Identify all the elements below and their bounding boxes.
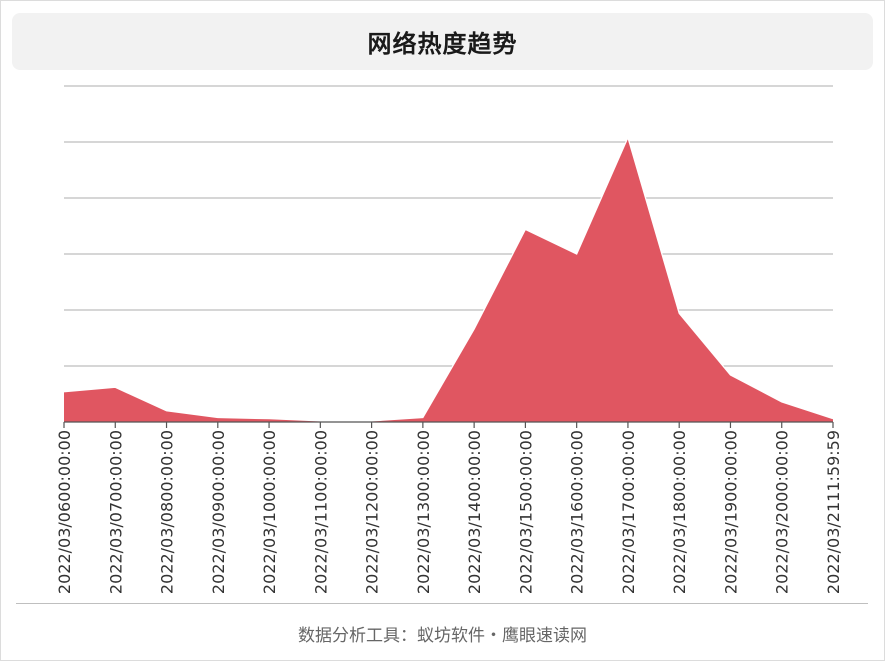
x-tick-label: 2022/03/1300:00:00 xyxy=(414,430,433,594)
gridlines xyxy=(64,85,833,367)
x-tick-label: 2022/03/1500:00:00 xyxy=(516,430,535,594)
x-tick-label: 2022/03/0600:00:00 xyxy=(55,430,74,594)
area-fill xyxy=(64,137,833,422)
x-tick-label: 2022/03/1400:00:00 xyxy=(465,430,484,594)
x-tick-label: 2022/03/0800:00:00 xyxy=(158,430,177,594)
footer-divider xyxy=(16,603,868,604)
x-tick-label: 2022/03/0700:00:00 xyxy=(106,430,125,594)
x-tick-label: 2022/03/1900:00:00 xyxy=(721,430,740,594)
x-tick-label: 2022/03/2111:59:59 xyxy=(824,430,843,594)
x-tick-label: 2022/03/1600:00:00 xyxy=(568,430,587,594)
x-tick-labels: 2022/03/0600:00:00 2022/03/0700:00:00 2022… xyxy=(55,430,843,594)
x-tick-label: 2022/03/2000:00:00 xyxy=(773,430,792,594)
area-series xyxy=(63,135,834,422)
footer-credit: 数据分析工具：蚁坊软件・鹰眼速读网 xyxy=(298,625,587,646)
title-bar: 网络热度趋势 xyxy=(12,13,873,70)
footer: 数据分析工具：蚁坊软件・鹰眼速读网 xyxy=(0,618,885,648)
x-axis xyxy=(63,421,834,428)
x-tick-label: 2022/03/1800:00:00 xyxy=(670,430,689,594)
series-line xyxy=(63,135,834,422)
x-tick-label: 2022/03/1100:00:00 xyxy=(311,430,330,594)
x-tick-label: 2022/03/1700:00:00 xyxy=(619,430,638,594)
x-tick-label: 2022/03/1200:00:00 xyxy=(363,430,382,594)
chart-title: 网络热度趋势 xyxy=(367,30,518,58)
x-tick-label: 2022/03/0900:00:00 xyxy=(209,430,228,594)
x-tick-label: 2022/03/1000:00:00 xyxy=(260,430,279,594)
